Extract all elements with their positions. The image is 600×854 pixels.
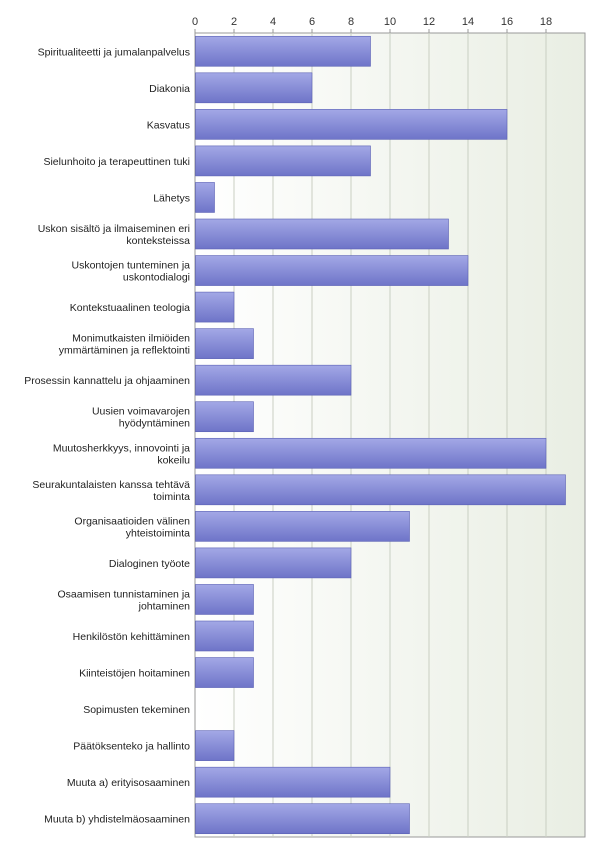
category-label-21: Muuta a) erityisosaaminen xyxy=(67,777,190,789)
bar-10 xyxy=(195,364,352,396)
bar-6 xyxy=(195,218,449,250)
bar-22 xyxy=(195,803,410,835)
bar-8 xyxy=(195,291,235,323)
category-label-3: Kasvatus xyxy=(147,119,190,131)
bar-15 xyxy=(195,547,352,579)
category-label-18: Kiinteistöjen hoitaminen xyxy=(79,668,190,680)
bar-4 xyxy=(195,145,371,177)
category-label-1: Spiritualiteetti ja jumalanpalvelus xyxy=(38,46,190,58)
x-tick-label-4: 4 xyxy=(270,16,276,28)
category-label-7: Uskontojen tunteminen ja uskontodialogi xyxy=(72,260,191,284)
bar-1 xyxy=(195,35,371,67)
bar-9 xyxy=(195,328,254,359)
x-axis-ticks: 0 2 4 6 8 10 12 14 16 18 xyxy=(192,16,552,33)
bar-18 xyxy=(195,657,254,688)
category-label-10: Prosessin kannattelu ja ohjaaminen xyxy=(24,375,190,387)
category-label-9: Monimutkaisten ilmiöiden ymmärtäminen ja … xyxy=(59,333,190,357)
x-tick-label-2: 2 xyxy=(231,16,237,28)
x-tick-label-0: 0 xyxy=(192,16,198,28)
category-label-13: Seurakuntalaisten kanssa tehtävä toiminta xyxy=(32,479,190,503)
bar-7 xyxy=(195,255,469,286)
category-label-2: Diakonia xyxy=(149,83,190,95)
bar-5 xyxy=(195,182,215,213)
bar-12 xyxy=(195,437,547,469)
category-label-17: Henkilöstön kehittäminen xyxy=(73,631,190,643)
category-label-16: Osaamisen tunnistaminen ja johtaminen xyxy=(58,588,191,612)
category-label-12: Muutosherkkyys, innovointi ja kokeilu xyxy=(53,442,190,466)
category-label-4: Sielunhoito ja terapeuttinen tuki xyxy=(43,156,190,168)
x-tick-label-10: 10 xyxy=(384,16,396,28)
bar-17 xyxy=(195,620,254,652)
category-label-15: Dialoginen työote xyxy=(109,558,190,570)
bar-3 xyxy=(195,109,508,140)
x-tick-label-6: 6 xyxy=(309,16,315,28)
category-label-22: Muuta b) yhdistelmäosaaminen xyxy=(44,814,190,826)
bars xyxy=(195,35,566,835)
category-label-14: Organisaatioiden välinen yhteistoiminta xyxy=(74,515,190,539)
bar-2 xyxy=(195,72,313,104)
bar-14 xyxy=(195,511,410,542)
x-tick-label-14: 14 xyxy=(462,16,474,28)
x-tick-label-12: 12 xyxy=(423,16,435,28)
bar-16 xyxy=(195,584,254,615)
category-label-8: Kontekstuaalinen teologia xyxy=(70,302,190,314)
x-tick-label-18: 18 xyxy=(540,16,552,28)
bar-11 xyxy=(195,401,254,433)
category-label-6: Uskon sisältö ja ilmaiseminen eri konteks… xyxy=(38,223,190,247)
category-label-5: Lähetys xyxy=(153,192,190,204)
category-label-20: Päätöksenteko ja hallinto xyxy=(73,741,190,753)
category-label-11: Uusien voimavarojen hyödyntäminen xyxy=(92,406,190,430)
x-tick-label-16: 16 xyxy=(501,16,513,28)
bar-20 xyxy=(195,730,235,761)
bar-21 xyxy=(195,766,391,798)
x-tick-label-8: 8 xyxy=(348,16,354,28)
category-label-19: Sopimusten tekeminen xyxy=(83,704,190,716)
category-labels: Spiritualiteetti ja jumalanpalvelus Diako… xyxy=(24,46,190,825)
bar-13 xyxy=(195,474,566,506)
